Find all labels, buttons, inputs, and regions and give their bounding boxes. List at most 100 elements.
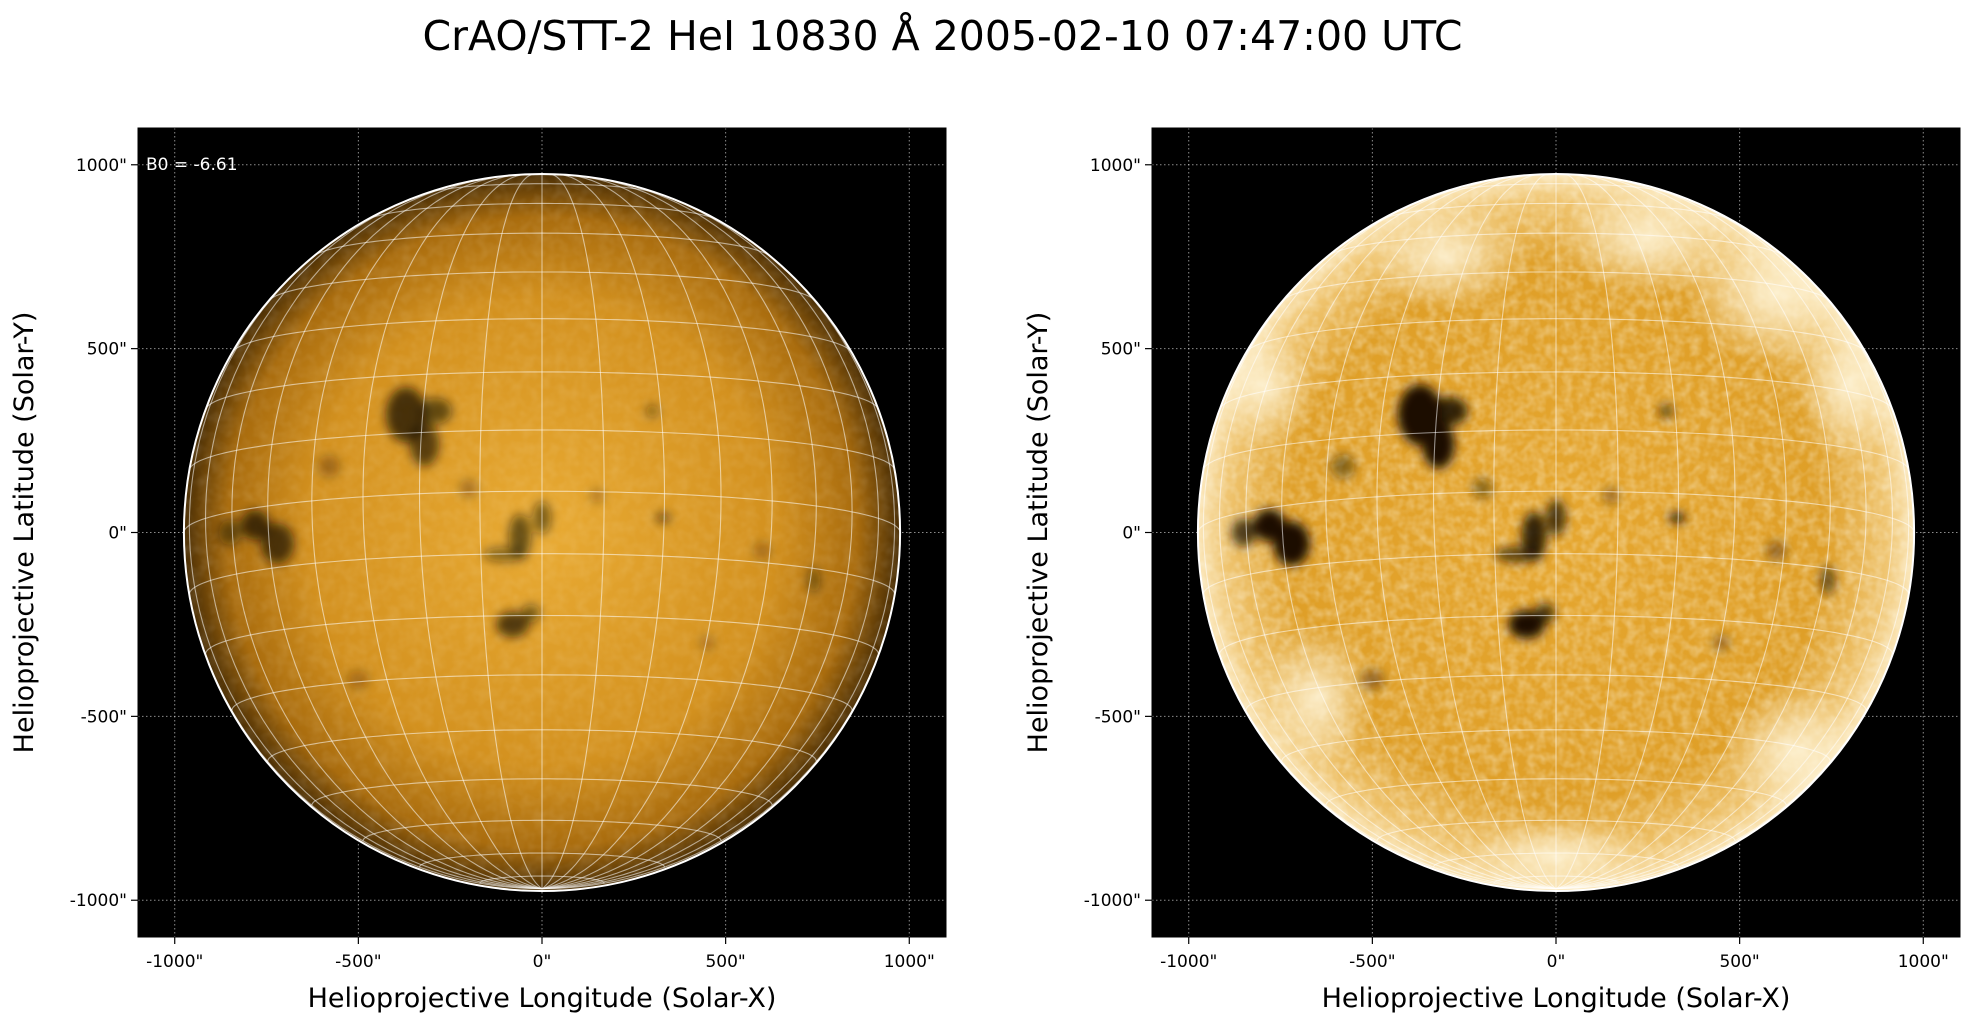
grid-line	[418, 173, 543, 890]
grid-line	[1493, 173, 1557, 890]
x-tick-label: 0"	[1547, 952, 1566, 972]
grid-line	[1555, 174, 1736, 890]
grid-line	[541, 174, 722, 890]
grid-line	[205, 371, 879, 409]
x-tick-label: -1000"	[1160, 952, 1217, 972]
bright-region	[1556, 179, 1740, 298]
dark-feature	[1766, 540, 1787, 561]
grid-line	[479, 173, 543, 890]
x-tick-label: -500"	[335, 952, 381, 972]
grid-line	[204, 614, 880, 655]
y-tick-label: -500"	[81, 707, 127, 727]
dark-feature	[218, 519, 241, 546]
dark-feature	[1472, 478, 1493, 499]
dark-features	[1231, 384, 1836, 690]
grid-line	[1440, 183, 1672, 194]
grid-line	[1376, 174, 1557, 890]
dark-feature	[1820, 566, 1836, 595]
grid-line	[1245, 674, 1867, 711]
grid-line	[1202, 553, 1910, 595]
grid-line	[1219, 371, 1893, 409]
dark-feature	[1713, 634, 1730, 651]
y-tick-label: 500"	[1101, 340, 1141, 360]
grid-line	[541, 232, 896, 890]
y-axis-label: Helioprojective Latitude (Solar-Y)	[9, 312, 40, 754]
heliographic-grid	[183, 173, 901, 890]
grid-line	[1245, 181, 1557, 890]
dark-feature	[261, 523, 295, 564]
y-axis-label: Helioprojective Latitude (Solar-Y)	[1023, 312, 1054, 754]
y-tick-label: 0"	[1122, 524, 1141, 544]
grid-line	[1203, 429, 1909, 470]
dark-feature	[589, 488, 605, 504]
dark-feature	[240, 510, 271, 540]
grid-line	[189, 429, 895, 470]
dark-feature	[1422, 419, 1455, 469]
grid-line	[231, 674, 853, 711]
dark-feature	[1360, 669, 1385, 690]
grid-line	[362, 174, 543, 890]
b0-annotation: B0 = -6.61	[146, 155, 238, 175]
grid-line	[1218, 614, 1894, 655]
x-axis-label: Helioprojective Longitude (Solar-X)	[308, 983, 777, 1014]
grid-line	[1376, 819, 1736, 841]
dark-feature	[655, 513, 671, 523]
dark-feature	[483, 547, 528, 562]
grid-line	[1197, 490, 1915, 533]
grid-line	[268, 271, 816, 301]
grid-line	[1555, 173, 1619, 890]
bright-region	[1365, 201, 1527, 312]
dark-feature	[1231, 518, 1256, 547]
dark-feature	[1669, 512, 1686, 523]
grid-line	[311, 778, 773, 806]
grid-line	[1555, 181, 1867, 890]
grid-line	[1555, 175, 1787, 890]
grid-line	[232, 318, 852, 353]
dark-feature	[1495, 546, 1544, 563]
dark-feature	[1534, 603, 1556, 624]
grid-line	[1555, 232, 1910, 890]
x-tick-label: 0"	[533, 952, 552, 972]
grid-line	[311, 175, 543, 890]
grid-line	[1327, 232, 1785, 257]
grid-line	[426, 183, 658, 194]
dark-feature	[347, 670, 370, 689]
grid-line	[267, 729, 817, 762]
panel-left: -1000" 1000" -500" 500" 0" 0" 500" -500" 1000" -1…	[9, 127, 947, 1014]
grid-line	[1493, 875, 1619, 884]
grid-line	[231, 181, 543, 890]
y-tick-label: 1000"	[76, 156, 127, 176]
x-tick-label: -1000"	[146, 952, 203, 972]
x-tick-label: 1000"	[1898, 952, 1949, 972]
figure-title: CrAO/STT-2 HeI 10830 Å 2005-02-10 07:47:…	[422, 12, 1463, 60]
dark-feature	[1658, 403, 1674, 419]
grid-line	[1246, 318, 1866, 353]
grid-line	[362, 819, 722, 841]
grid-line	[313, 232, 771, 257]
grid-line	[418, 852, 666, 868]
grid-line	[183, 490, 901, 533]
dark-feature	[496, 611, 530, 638]
x-tick-label: 500"	[1719, 952, 1759, 972]
dark-feature	[1603, 487, 1620, 504]
grid-line	[541, 181, 853, 890]
dark-feature	[645, 404, 659, 418]
grid-line	[366, 202, 718, 221]
grid-line	[1282, 271, 1830, 301]
dark-feature	[317, 455, 340, 478]
solar-limb	[1196, 172, 1916, 893]
dark-feature	[753, 541, 772, 561]
y-tick-label: -1000"	[70, 891, 127, 911]
x-tick-label: 1000"	[884, 952, 935, 972]
dark-feature	[1330, 454, 1356, 479]
grid-line	[1555, 173, 1680, 890]
solar-limb	[182, 172, 902, 893]
panel-right: -1000" 1000" -500" 500" 0" 0" 500" -500" 1000" -1…	[1023, 127, 1961, 1014]
heliographic-grid	[1197, 173, 1915, 890]
dark-feature	[418, 398, 453, 425]
grid-line	[1432, 173, 1557, 890]
grid-line	[541, 173, 666, 890]
y-tick-label: -500"	[1095, 707, 1141, 727]
grid-line	[479, 875, 605, 884]
